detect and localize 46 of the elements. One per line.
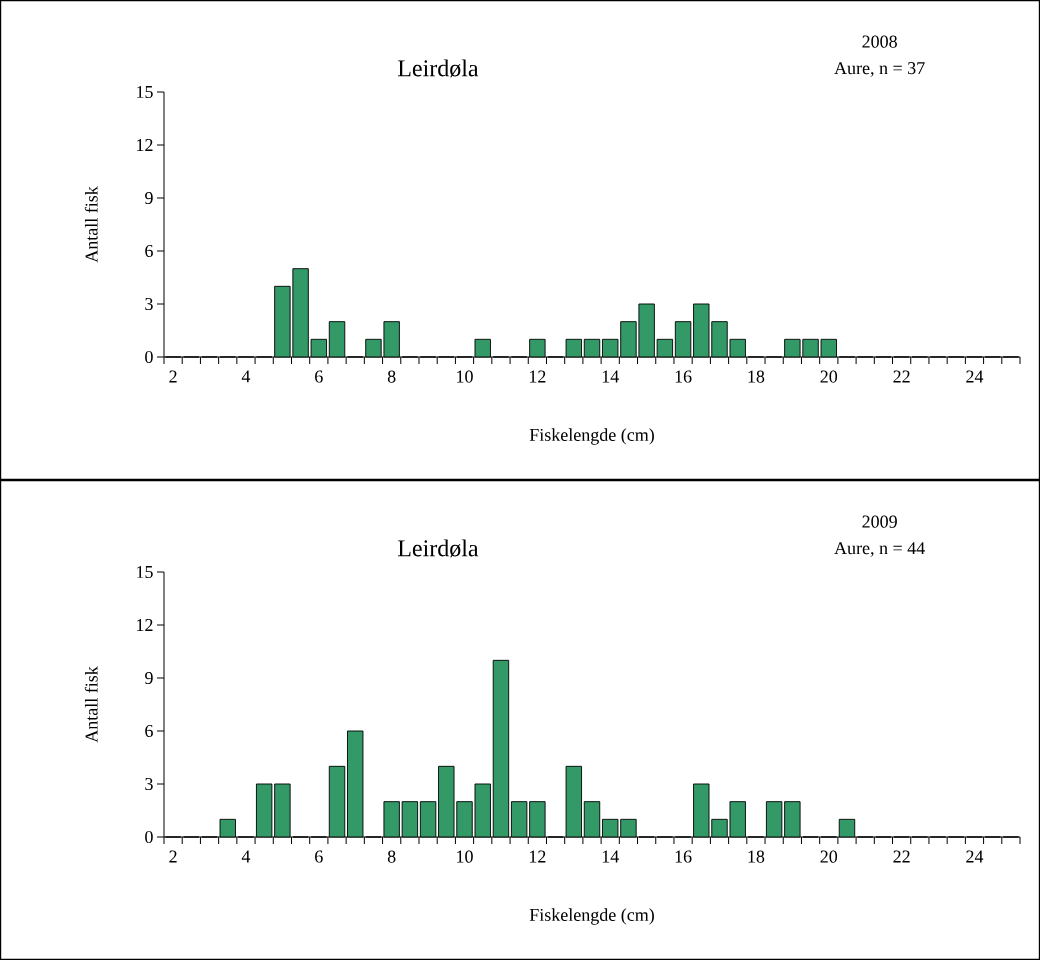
y-tick-label: 9 — [145, 191, 153, 205]
x-tick-label: 12 — [529, 370, 546, 383]
y-tick-label: 3 — [145, 777, 153, 791]
x-tick-label: 2 — [169, 370, 177, 383]
y-tick-label: 15 — [137, 565, 153, 579]
x-tick-label: 10 — [457, 370, 473, 383]
x-tick-label: 12 — [529, 850, 546, 863]
x-tick-label: 6 — [315, 850, 323, 863]
x-tick-label: 14 — [602, 370, 619, 383]
y-tick-label: 12 — [137, 619, 153, 631]
x-tick-label: 8 — [387, 370, 396, 383]
text: 2009 — [862, 515, 897, 528]
x-tick-label: 10 — [457, 850, 473, 863]
y-tick-label: 6 — [145, 724, 153, 738]
x-tick-label: 2 — [169, 850, 177, 863]
chart-title: Leirdøla — [397, 59, 479, 78]
x-tick-label: 20 — [820, 850, 838, 863]
x-tick-label: 16 — [675, 370, 692, 383]
x-tick-label: 22 — [893, 370, 910, 383]
x-axis-title: Fiskelengde (cm) — [529, 428, 654, 445]
x-tick-label: 24 — [966, 370, 984, 383]
x-tick-label: 6 — [315, 370, 323, 383]
x-tick-label: 8 — [387, 850, 396, 863]
x-tick-label: 16 — [675, 850, 692, 863]
y-axis-title: Antall fisk — [84, 666, 98, 743]
x-tick-label: 22 — [893, 850, 910, 863]
x-tick-label: 4 — [241, 850, 251, 863]
x-axis-title: Fiskelengde (cm) — [529, 908, 654, 925]
x-tick-label: 24 — [966, 850, 984, 863]
chart-title: Leirdøla — [397, 539, 479, 558]
y-tick-label: 15 — [137, 85, 153, 99]
x-tick-label: 14 — [602, 850, 619, 863]
y-tick-label: 0 — [145, 830, 153, 844]
text: Aure, n = 44 — [834, 542, 925, 557]
y-tick-label: 6 — [145, 244, 153, 258]
y-tick-label: 9 — [145, 671, 153, 685]
y-axis-title: Antall fisk — [84, 186, 98, 263]
y-tick-label: 0 — [145, 350, 153, 364]
text: Aure, n = 37 — [834, 62, 925, 77]
y-tick-label: 3 — [145, 297, 153, 311]
x-tick-label: 18 — [748, 850, 765, 863]
text: 2008 — [862, 35, 897, 48]
x-tick-label: 4 — [241, 370, 251, 383]
x-tick-label: 18 — [748, 370, 765, 383]
x-tick-label: 20 — [820, 370, 838, 383]
y-tick-label: 12 — [137, 139, 153, 151]
